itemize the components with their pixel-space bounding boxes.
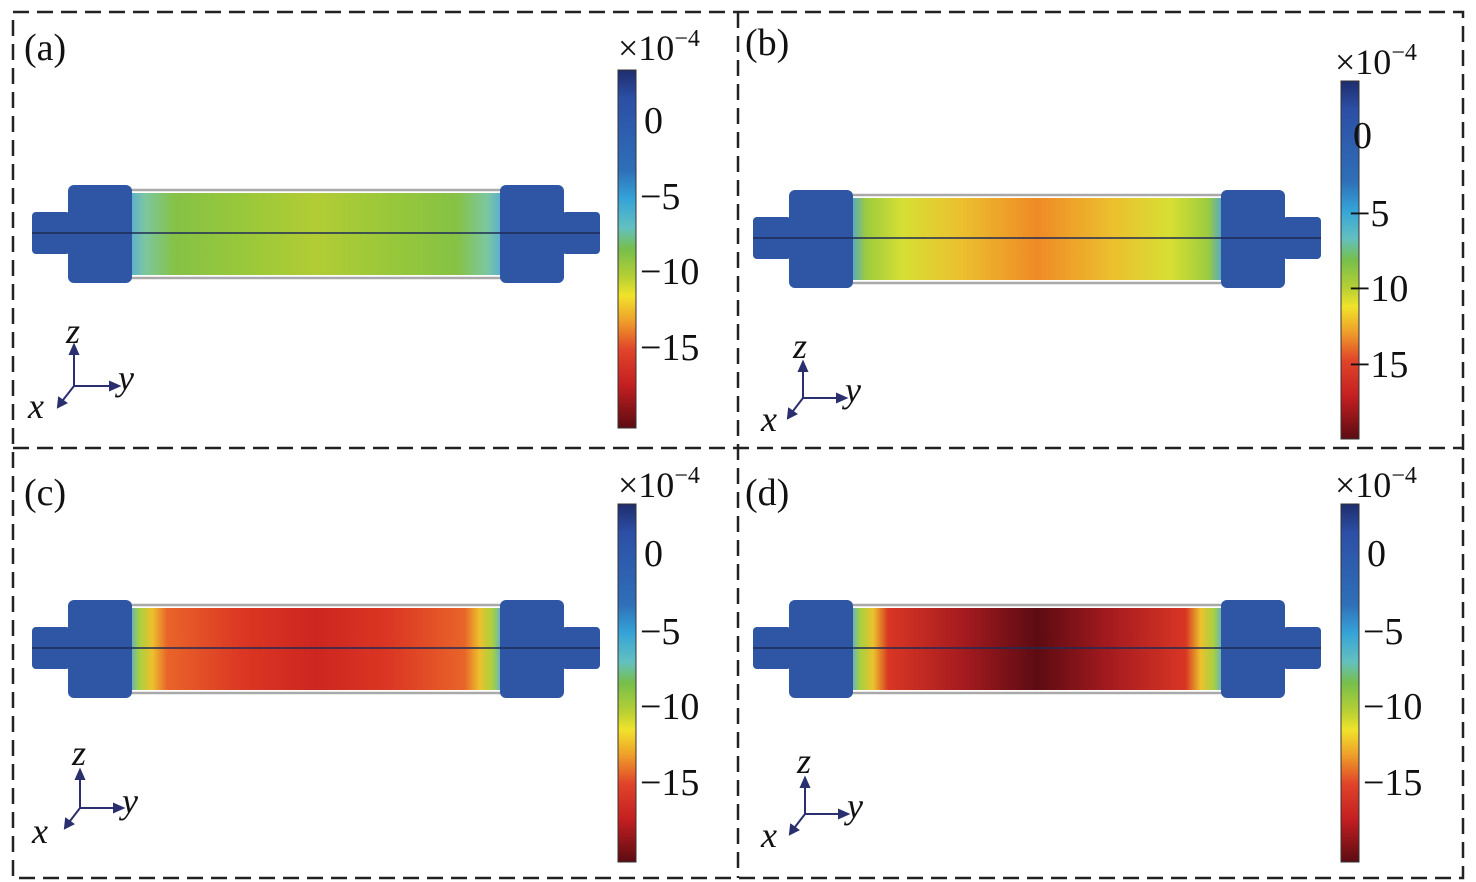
colorbar-gradient — [1340, 80, 1360, 440]
axis-triad: z y x — [31, 733, 138, 851]
colorbar-tick: 0 — [1367, 533, 1386, 575]
colorbar-tick: 0 — [644, 533, 663, 575]
y-axis-label: y — [115, 358, 134, 398]
colorbar-tick: −5 — [640, 611, 680, 653]
right-flange — [1221, 190, 1285, 288]
right-flange — [500, 600, 564, 698]
colorbar-multiplier: ×10−4 — [618, 26, 700, 68]
colorbar-multiplier: ×10−4 — [618, 463, 700, 505]
colorbar-tick: −15 — [640, 762, 699, 804]
left-flange — [68, 185, 132, 283]
panel-label: (b) — [745, 22, 789, 64]
right-flange — [1221, 600, 1285, 698]
y-axis-label: y — [119, 781, 138, 821]
strain-field — [130, 608, 502, 690]
colorbar-gradient — [617, 69, 637, 429]
z-axis-label: z — [796, 741, 811, 781]
colorbar-tick: −15 — [1363, 762, 1422, 804]
x-axis-label: x — [27, 386, 44, 426]
colorbar-tick: 0 — [644, 100, 663, 142]
colorbar-tick: −5 — [1349, 193, 1389, 235]
colorbar-tick: −10 — [1349, 268, 1408, 310]
x-axis-label: x — [760, 399, 777, 439]
axis-triad: z y x — [760, 741, 863, 855]
colorbar: ×10−4 0 −5 −10 −15 — [617, 463, 700, 863]
panel-label: (d) — [745, 472, 789, 514]
strain-field — [851, 608, 1223, 690]
y-axis-label: y — [844, 786, 863, 826]
y-axis-label: y — [842, 370, 861, 410]
panel-a: (a) ×10−4 0 −5 −10 −15 z y x — [24, 26, 700, 429]
axis-triad: z y x — [27, 311, 134, 426]
colorbar-tick: −15 — [640, 327, 699, 369]
x-axis-label: x — [31, 811, 48, 851]
shaft-model — [32, 185, 600, 283]
panel-frames — [11, 10, 1465, 880]
colorbar-tick: −5 — [640, 176, 680, 218]
shaft-model — [753, 600, 1321, 698]
panel-label: (c) — [24, 472, 66, 514]
z-axis-label: z — [65, 311, 80, 351]
panel-c: (c) ×10−4 0 −5 −10 −15 z y x — [24, 463, 700, 863]
colorbar-multiplier: ×10−4 — [1335, 463, 1417, 505]
panel-label: (a) — [24, 27, 66, 69]
colorbar: ×10−4 0 −5 −10 −15 — [617, 26, 700, 429]
left-flange — [68, 600, 132, 698]
x-axis-label: x — [760, 815, 777, 855]
colorbar-tick: −10 — [640, 251, 699, 293]
colorbar-tick: −15 — [1349, 344, 1408, 386]
colorbar-tick: 0 — [1353, 115, 1372, 157]
panel-b: (b) ×10−4 0 −5 −10 −15 z y x — [745, 22, 1417, 440]
colorbar-gradient — [617, 503, 637, 863]
panel-d: (d) ×10−4 0 −5 −10 −15 z y x — [745, 463, 1422, 863]
right-flange — [500, 185, 564, 283]
colorbar-tick: −5 — [1363, 611, 1403, 653]
colorbar-tick: −10 — [640, 686, 699, 728]
strain-field — [130, 193, 502, 275]
shaft-model — [32, 600, 600, 698]
left-flange — [789, 190, 853, 288]
strain-field — [851, 198, 1223, 280]
colorbar-tick: −10 — [1363, 686, 1422, 728]
z-axis-label: z — [71, 733, 86, 773]
z-axis-label: z — [792, 326, 807, 366]
left-flange — [789, 600, 853, 698]
colorbar-multiplier: ×10−4 — [1335, 40, 1417, 82]
colorbar: ×10−4 0 −5 −10 −15 — [1335, 463, 1422, 863]
shaft-model — [753, 190, 1321, 288]
colorbar: ×10−4 0 −5 −10 −15 — [1335, 40, 1417, 440]
axis-triad: z y x — [760, 326, 861, 439]
colorbar-gradient — [1340, 503, 1360, 863]
